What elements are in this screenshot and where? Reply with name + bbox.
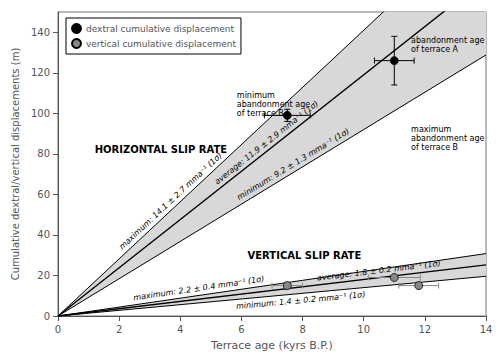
svg-text:abandonment age: abandonment age xyxy=(237,100,310,109)
svg-text:of terrace B: of terrace B xyxy=(411,143,458,152)
svg-text:40: 40 xyxy=(37,229,50,240)
svg-text:140: 140 xyxy=(31,27,50,38)
svg-text:of terrace B: of terrace B xyxy=(237,109,284,118)
svg-text:14: 14 xyxy=(480,324,493,335)
svg-text:abandonment age: abandonment age xyxy=(411,134,484,143)
svg-text:4: 4 xyxy=(177,324,183,335)
svg-text:minimum: 9.2 ± 1.3 mma⁻¹ (1σ): minimum: 9.2 ± 1.3 mma⁻¹ (1σ) xyxy=(235,127,351,202)
svg-text:6: 6 xyxy=(238,324,244,335)
svg-text:average: 11.9 ± 2.9 mma⁻¹ (1σ): average: 11.9 ± 2.9 mma⁻¹ (1σ) xyxy=(213,99,320,186)
svg-text:0: 0 xyxy=(55,324,61,335)
svg-text:minimum: 1.4 ± 0.2 mma⁻¹ (1σ): minimum: 1.4 ± 0.2 mma⁻¹ (1σ) xyxy=(236,290,366,311)
svg-text:100: 100 xyxy=(31,108,50,119)
svg-text:average: 1.8 ± 0.2 mma⁻¹ (1σ): average: 1.8 ± 0.2 mma⁻¹ (1σ) xyxy=(316,259,441,283)
svg-text:2: 2 xyxy=(116,324,122,335)
svg-text:maximum: 14.1 ± 2.7 mma⁻¹ (1σ): maximum: 14.1 ± 2.7 mma⁻¹ (1σ) xyxy=(117,151,223,251)
svg-text:of terrace A: of terrace A xyxy=(411,45,459,54)
svg-text:VERTICAL SLIP RATE: VERTICAL SLIP RATE xyxy=(248,250,362,261)
svg-text:HORIZONTAL SLIP RATE: HORIZONTAL SLIP RATE xyxy=(95,144,228,155)
svg-text:abandonment age: abandonment age xyxy=(411,36,484,45)
svg-text:80: 80 xyxy=(37,148,50,159)
svg-text:Terrace age (kyrs B.P.): Terrace age (kyrs B.P.) xyxy=(210,339,333,352)
svg-text:minimum: minimum xyxy=(237,91,275,100)
svg-text:vertical cumulative displaceme: vertical cumulative displacement xyxy=(86,39,236,49)
svg-text:maximum: maximum xyxy=(411,125,452,134)
svg-text:10: 10 xyxy=(357,324,370,335)
svg-text:120: 120 xyxy=(31,67,50,78)
svg-text:8: 8 xyxy=(299,324,305,335)
svg-text:maximum: 2.2 ± 0.4 mma⁻¹ (1σ): maximum: 2.2 ± 0.4 mma⁻¹ (1σ) xyxy=(133,274,265,302)
svg-text:60: 60 xyxy=(37,189,50,200)
svg-text:Cumulative dextral/vertical di: Cumulative dextral/vertical displacement… xyxy=(10,48,21,281)
svg-text:dextral cumulative displacemen: dextral cumulative displacement xyxy=(86,24,235,34)
svg-text:20: 20 xyxy=(37,270,50,281)
svg-text:12: 12 xyxy=(418,324,431,335)
svg-text:0: 0 xyxy=(44,311,50,322)
